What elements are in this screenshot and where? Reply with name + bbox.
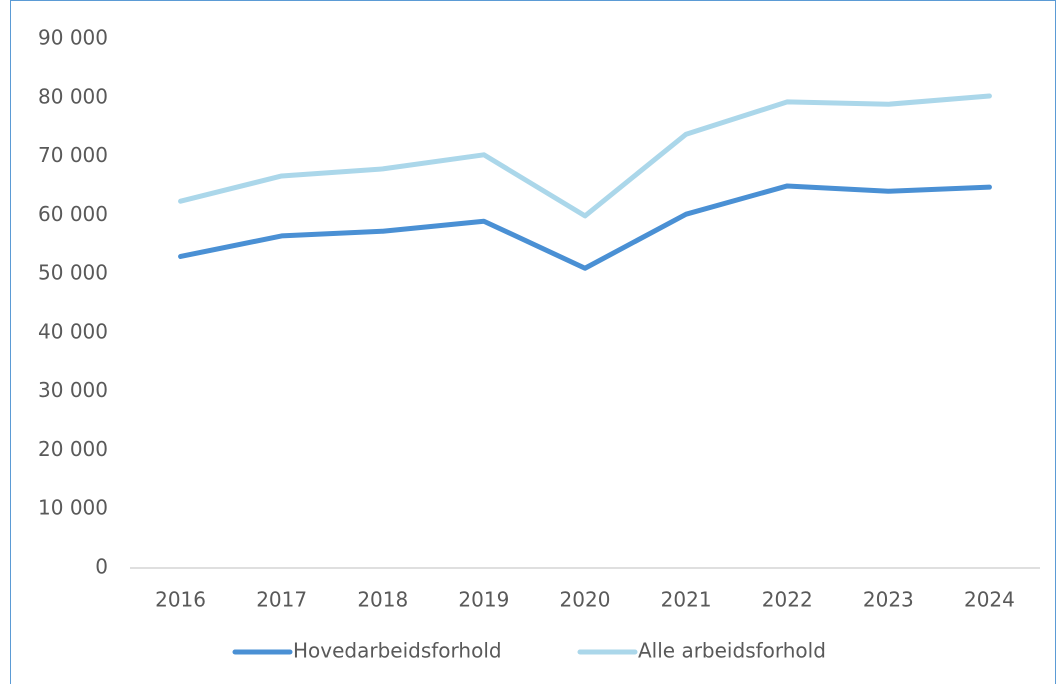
x-tick-label: 2017 <box>256 588 307 612</box>
x-tick-label: 2024 <box>964 588 1015 612</box>
y-tick-label: 30 000 <box>38 378 108 402</box>
y-tick-label: 60 000 <box>38 202 108 226</box>
x-tick-label: 2018 <box>357 588 408 612</box>
x-tick-label: 2020 <box>560 588 611 612</box>
x-tick-label: 2016 <box>155 588 206 612</box>
legend-label: Hovedarbeidsforhold <box>293 639 502 663</box>
y-tick-label: 40 000 <box>38 319 108 343</box>
y-tick-label: 70 000 <box>38 143 108 167</box>
line-series <box>178 93 992 219</box>
y-tick-label: 0 <box>95 555 108 579</box>
y-tick-label: 20 000 <box>38 437 108 461</box>
x-tick-label: 2022 <box>762 588 813 612</box>
y-tick-label: 50 000 <box>38 261 108 285</box>
x-tick-label: 2021 <box>661 588 712 612</box>
line-series <box>178 183 992 271</box>
y-tick-label: 90 000 <box>38 26 108 50</box>
x-tick-label: 2019 <box>458 588 509 612</box>
legend-label: Alle arbeidsforhold <box>638 639 826 663</box>
y-tick-label: 80 000 <box>38 84 108 108</box>
x-tick-label: 2023 <box>863 588 914 612</box>
y-tick-label: 10 000 <box>38 496 108 520</box>
